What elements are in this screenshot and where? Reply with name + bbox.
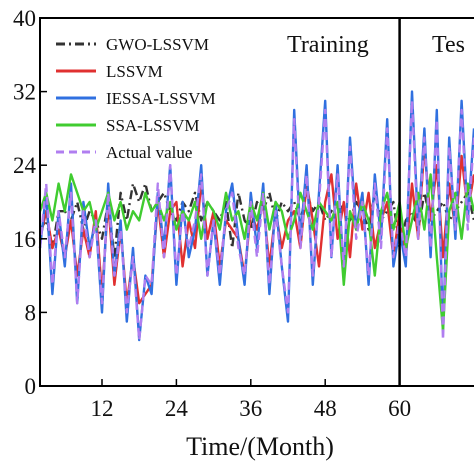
testing-region-label: Tes — [432, 32, 465, 58]
y-tick-label: 0 — [25, 374, 37, 399]
x-tick-label: 60 — [388, 396, 411, 421]
legend-label-lssvm: LSSVM — [106, 62, 163, 81]
x-tick-label: 12 — [91, 396, 114, 421]
y-tick-label: 16 — [13, 227, 36, 252]
x-tick-label: 24 — [165, 396, 189, 421]
y-tick-label: 32 — [13, 80, 36, 105]
y-tick-label: 8 — [25, 300, 37, 325]
series-line-ssa-lssvm — [38, 173, 474, 332]
legend-label-gwo-lssvm: GWO-LSSVM — [106, 35, 209, 54]
y-tick-label: 40 — [13, 6, 36, 31]
plot-frame — [39, 17, 474, 387]
legend-label-actual-value: Actual value — [106, 143, 192, 162]
x-tick-label: 48 — [314, 396, 337, 421]
axis-ticks: 12 24 36 48 60 0 8 16 24 32 40 — [13, 6, 411, 421]
series-line-actual-value — [38, 99, 474, 342]
x-axis-label: Time/(Month) — [186, 432, 334, 461]
legend-label-ssa-lssvm: SSA-LSSVM — [106, 116, 200, 135]
x-tick-label: 36 — [239, 396, 262, 421]
y-tick-label: 24 — [13, 153, 37, 178]
legend: GWO-LSSVM LSSVM IESSA-LSSVM SSA-LSSVM Actual… — [56, 35, 216, 162]
legend-label-iessa-lssvm: IESSA-LSSVM — [106, 89, 216, 108]
series-layer — [38, 90, 474, 342]
training-region-label: Training — [287, 32, 369, 58]
